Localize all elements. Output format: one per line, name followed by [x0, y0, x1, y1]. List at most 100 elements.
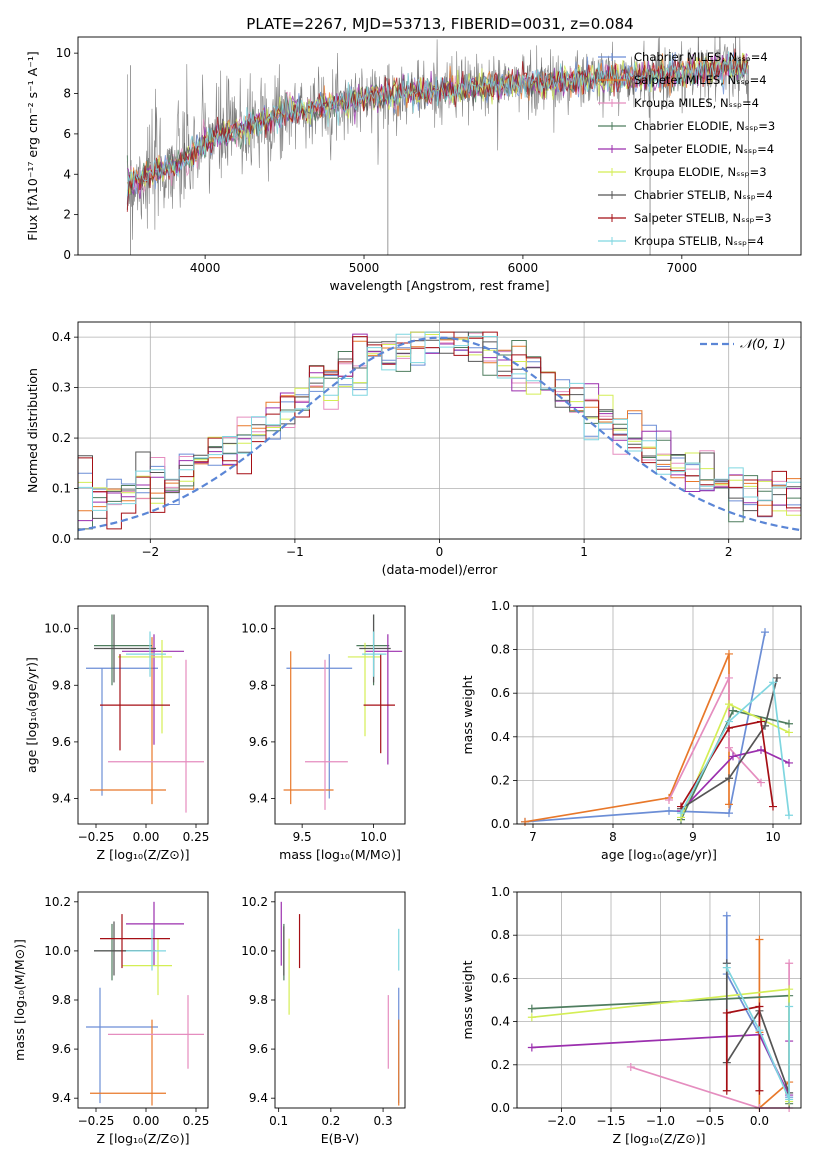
y-tick-label: 10.0 — [241, 622, 268, 636]
marker-chabrier_miles — [725, 809, 733, 818]
axes-frame — [516, 605, 802, 825]
legend-entry-chabrier_elodie: Chabrier ELODIE, Nₛₛₚ=3 — [634, 119, 775, 133]
legend-entry-salpeter_miles: Salpeter MILES, Nₛₛₚ=4 — [634, 73, 767, 87]
marker-salpeter_stelib — [722, 1086, 731, 1095]
x-tick-label: 0.25 — [183, 830, 210, 844]
y-tick-label: 9.6 — [249, 735, 268, 749]
marker-salpeter_miles — [725, 649, 733, 658]
series-chabrier_miles — [524, 632, 766, 823]
y-tick-label: 6 — [63, 127, 71, 141]
series-salpeter_stelib — [725, 1005, 761, 1091]
marker-kroupa_miles — [665, 796, 673, 805]
page-title: PLATE=2267, MJD=53713, FIBERID=0031, z=0… — [246, 15, 633, 33]
y-tick-label: 0.6 — [491, 686, 510, 700]
marker-chabrier_stelib — [773, 673, 781, 682]
x-tick-label: 5000 — [349, 261, 380, 275]
marker-kroupa_miles — [785, 959, 794, 968]
x-axis-label: age [log₁₀(age/yr)] — [601, 847, 717, 862]
normal-curve — [77, 336, 802, 532]
marker-kroupa_elodie — [527, 1013, 536, 1022]
z-mass-weight-panel: −2.0 −1.5 −1.0 −0.5 0.0 0.0 0.2 0.4 0.6 0.8 1.0 Z [… — [460, 885, 802, 1146]
age-mass-weight-panel: 7 8 9 10 0.0 0.2 0.4 0.6 0.8 1.0 age [log₁₀(age/yr… — [460, 599, 802, 862]
x-axis-label: E(B-V) — [321, 1131, 360, 1146]
y-tick-label: 0.8 — [491, 928, 510, 942]
x-tick-label: 10 — [765, 830, 780, 844]
marker-chabrier_miles — [761, 628, 769, 637]
y-tick-label: 0.0 — [491, 1101, 510, 1115]
axes-frame — [77, 321, 802, 540]
y-tick-label: 9.8 — [249, 993, 268, 1007]
x-axis-label: Z [log₁₀(Z/Z⊙)] — [97, 847, 190, 862]
y-tick-label: 2 — [63, 208, 71, 222]
marker-kroupa_elodie — [725, 700, 733, 709]
marker-salpeter_stelib — [722, 1008, 731, 1017]
x-axis-label: Z [log₁₀(Z/Z⊙)] — [613, 1131, 706, 1146]
y-tick-label: 9.6 — [52, 1042, 71, 1056]
residual-histogram-panel: 𝒩(0, 1) −2 −1 0 1 2 0.0 0.1 0.2 0.3 0.4 (data-model… — [25, 321, 802, 577]
series-chabrier_stelib — [680, 677, 778, 810]
y-tick-label: 9.4 — [249, 1091, 268, 1105]
y-tick-label: 0.1 — [52, 482, 71, 496]
marker-salpeter_miles — [521, 817, 529, 826]
plot-area — [86, 901, 204, 1106]
legend: Chabrier MILES, Nₛₛₚ=4 Salpeter MILES, Nₛ… — [598, 50, 775, 248]
axes-frame — [77, 605, 209, 825]
y-axis-label: mass [log₁₀(M/M⊙)] — [12, 939, 27, 1061]
y-tick-label: 0.6 — [491, 971, 510, 985]
marker-salpeter_stelib — [769, 802, 777, 811]
x-tick-label: 0.00 — [133, 830, 160, 844]
marker-salpeter_stelib — [755, 1086, 764, 1095]
z-age-panel: −0.25 0.00 0.25 9.4 9.6 9.8 10.0 Z [log₁₀(Z/Z⊙)… — [24, 605, 210, 862]
x-tick-label: 10.0 — [360, 830, 387, 844]
y-tick-label: 8 — [63, 87, 71, 101]
plot-area — [521, 628, 793, 826]
x-tick-label: 0.1 — [269, 1114, 288, 1128]
legend-entry-chabrier_miles: Chabrier MILES, Nₛₛₚ=4 — [634, 50, 768, 64]
spectrum-panel: Chabrier MILES, Nₛₛₚ=4 Salpeter MILES, Nₛ… — [25, 36, 802, 293]
y-tick-label: 10.2 — [241, 895, 268, 909]
x-tick-label: 0.2 — [321, 1114, 340, 1128]
marker-chabrier_elodie — [527, 1004, 536, 1013]
marker-kroupa_stelib — [785, 1095, 794, 1104]
x-tick-label: −1.5 — [596, 1114, 625, 1128]
x-axis-label: wavelength [Angstrom, rest frame] — [329, 278, 549, 293]
series-kroupa_stelib — [726, 967, 790, 1100]
x-tick-label: −2 — [141, 545, 159, 559]
x-tick-label: 0.25 — [183, 1114, 210, 1128]
plot-area — [86, 614, 204, 813]
x-tick-label: 4000 — [190, 261, 221, 275]
plot-area: Chabrier MILES, Nₛₛₚ=4 Salpeter MILES, Nₛ… — [126, 37, 775, 255]
y-tick-label: 0.4 — [491, 730, 510, 744]
marker-salpeter_elodie — [785, 758, 793, 767]
marker-kroupa_miles — [725, 743, 733, 752]
marker-kroupa_stelib — [769, 678, 777, 687]
axes-frame — [274, 605, 406, 825]
y-tick-label: 9.6 — [52, 735, 71, 749]
x-tick-label: 7000 — [667, 261, 698, 275]
y-axis-label: mass weight — [460, 675, 475, 754]
x-tick-label: 0 — [436, 545, 444, 559]
x-axis-label: (data-model)/error — [382, 562, 499, 577]
marker-salpeter_miles — [725, 800, 733, 809]
marker-kroupa_stelib — [755, 1026, 764, 1035]
x-tick-label: −2.0 — [547, 1114, 576, 1128]
x-axis-label: Z [log₁₀(Z/Z⊙)] — [97, 1131, 190, 1146]
x-tick-label: 9 — [689, 830, 697, 844]
marker-salpeter_stelib — [755, 1002, 764, 1011]
marker-kroupa_stelib — [785, 1002, 794, 1011]
plot-area — [527, 911, 794, 1112]
y-tick-label: 9.8 — [52, 678, 71, 692]
y-tick-label: 10.0 — [241, 944, 268, 958]
y-tick-label: 0.0 — [491, 817, 510, 831]
legend-normal-label: 𝒩(0, 1) — [740, 336, 786, 351]
marker-kroupa_stelib — [722, 963, 731, 972]
y-tick-label: 0.8 — [491, 643, 510, 657]
ebv-mass-panel: 0.1 0.2 0.3 9.4 9.6 9.8 10.0 10.2 E(B-V) — [241, 891, 406, 1146]
series-kroupa_miles — [668, 677, 762, 801]
x-tick-label: −1.0 — [646, 1114, 675, 1128]
y-tick-label: 9.4 — [52, 792, 71, 806]
x-tick-label: 0.3 — [374, 1114, 393, 1128]
y-tick-label: 0.0 — [52, 532, 71, 546]
marker-chabrier_elodie — [785, 719, 793, 728]
series-kroupa_stelib — [680, 680, 790, 816]
